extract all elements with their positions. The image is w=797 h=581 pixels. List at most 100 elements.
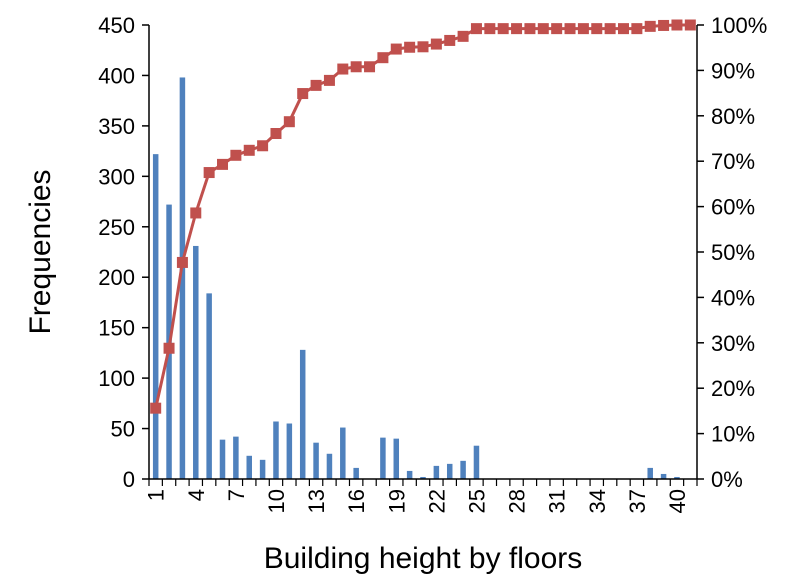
bar [380, 437, 386, 479]
cumulative-line-series [150, 19, 696, 414]
line-point [470, 23, 482, 35]
line-point [297, 88, 309, 100]
y2-tick-label: 10% [711, 422, 755, 447]
line-point [283, 116, 295, 128]
line-point [217, 158, 229, 170]
bar [286, 423, 293, 479]
line-point [484, 23, 496, 35]
bar [313, 442, 319, 479]
x-tick-label: 1 [144, 489, 169, 501]
y-tick-label: 50 [111, 417, 135, 442]
line-point [524, 23, 536, 35]
x-tick-label: 13 [304, 489, 329, 513]
bar [460, 460, 466, 479]
line-point [564, 23, 576, 35]
line-point [551, 23, 563, 35]
x-tick-label: 28 [505, 489, 530, 513]
y2-tick-label: 50% [711, 240, 755, 265]
y2-tick-label: 80% [711, 104, 755, 129]
y-tick-label: 0 [123, 467, 135, 492]
line-point [203, 167, 215, 179]
cumulative-line [154, 23, 691, 409]
x-tick-label: 7 [224, 489, 249, 501]
line-point [444, 34, 456, 46]
x-tick-label: 37 [625, 489, 650, 513]
bar [674, 476, 680, 479]
line-point [230, 149, 242, 161]
x-tick-label: 34 [585, 489, 610, 513]
x-tick-label: 22 [424, 489, 449, 513]
bar [246, 455, 252, 479]
line-point [617, 23, 629, 35]
bar [179, 77, 186, 479]
line-point [310, 79, 322, 91]
line-point [390, 43, 402, 55]
line-point [591, 23, 603, 35]
bar [152, 154, 159, 480]
x-tick-label: 16 [344, 489, 369, 513]
y-tick-label: 150 [98, 316, 135, 341]
bar [259, 459, 266, 479]
line-point [176, 256, 188, 268]
line-point [430, 38, 442, 50]
line-point [604, 23, 616, 35]
line-point [417, 41, 429, 53]
line-point [457, 30, 469, 42]
x-axis-title: Building height by floors [264, 542, 583, 575]
bar [233, 436, 239, 479]
y-tick-label: 400 [98, 63, 135, 88]
y2-tick-label: 90% [711, 58, 755, 83]
line-point [511, 23, 523, 35]
cumulative-markers [150, 19, 696, 414]
y2-tick-label: 20% [711, 376, 755, 401]
y-tick-label: 200 [98, 265, 135, 290]
y2-tick-label: 100% [711, 13, 767, 38]
y-axis-title: Frequencies [24, 169, 57, 334]
line-point [150, 402, 162, 414]
line-point [257, 140, 269, 152]
line-point [350, 61, 362, 73]
line-point [364, 61, 376, 73]
y-tick-label: 450 [98, 13, 135, 38]
line-point [323, 74, 335, 86]
y-tick-label: 300 [98, 164, 135, 189]
x-tick-label: 19 [384, 489, 409, 513]
bar [353, 467, 359, 479]
x-tick-label: 4 [184, 489, 209, 501]
left-y-ticks: 0 50 100 150 200 250 300 350 400 450 [98, 13, 149, 492]
bar [219, 439, 226, 479]
bar [193, 245, 199, 479]
line-point [684, 19, 696, 31]
bar [647, 467, 653, 479]
line-point [243, 144, 255, 156]
line-point [537, 23, 549, 35]
line-point [658, 19, 670, 31]
bar-series [152, 77, 680, 480]
bar [446, 463, 453, 479]
line-point [631, 23, 643, 35]
y2-tick-label: 30% [711, 331, 755, 356]
y2-tick-label: 0% [711, 467, 743, 492]
bar [433, 465, 440, 479]
line-point [644, 20, 656, 32]
line-point [190, 207, 202, 219]
line-point [577, 23, 589, 35]
right-y-ticks: 0% 10% 20% 30% 40% 50% 60% 70% 80% 90% 100% [697, 13, 767, 492]
bar [340, 427, 346, 479]
y-tick-label: 250 [98, 215, 135, 240]
bar [473, 445, 480, 479]
x-tick-label: 10 [264, 489, 289, 513]
bar [206, 293, 212, 479]
bar [406, 470, 413, 479]
x-ticks: 1 4 7 10 13 16 19 22 25 28 31 34 37 40 [144, 479, 698, 513]
x-tick-label: 40 [665, 489, 690, 513]
x-tick-label: 25 [464, 489, 489, 513]
line-point [671, 19, 683, 31]
line-point [497, 23, 509, 35]
bar [299, 349, 306, 479]
y2-tick-label: 60% [711, 195, 755, 220]
y2-tick-label: 40% [711, 285, 755, 310]
line-point [163, 342, 175, 354]
x-tick-label: 31 [545, 489, 570, 513]
